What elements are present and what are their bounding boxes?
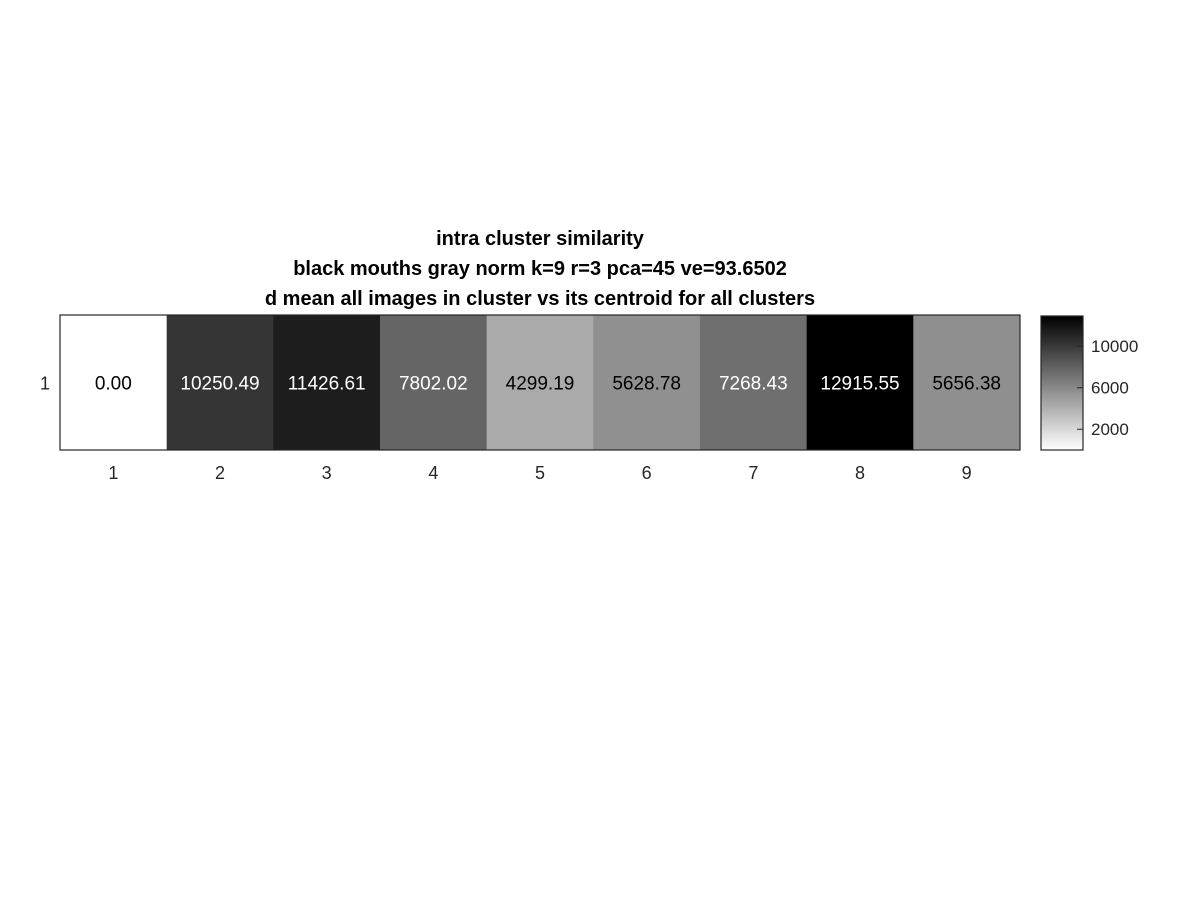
title-line-3: d mean all images in cluster vs its cent…	[265, 288, 815, 310]
x-tick-label: 6	[642, 463, 652, 483]
colorbar: 2000 6000 10000	[1040, 315, 1138, 451]
x-axis: 1 2 3 4 5 6 7 8 9	[108, 463, 971, 483]
heatmap-cell	[700, 315, 808, 450]
colorbar-gradient	[1040, 315, 1084, 451]
cell-value-label: 0.00	[95, 374, 132, 395]
cell-value-label: 5656.38	[932, 374, 1001, 395]
cell-value-label: 12915.55	[820, 374, 899, 395]
x-tick-label: 9	[962, 463, 972, 483]
x-tick-label: 2	[215, 463, 225, 483]
colorbar-tick-label: 6000	[1091, 379, 1129, 398]
cell-value-label: 7268.43	[719, 374, 788, 395]
cell-value-label: 7802.02	[399, 374, 468, 395]
heatmap-cell	[806, 315, 914, 450]
colorbar-tick-label: 2000	[1091, 420, 1129, 439]
cell-value-label: 11426.61	[288, 374, 366, 395]
cell-value-label: 10250.49	[180, 374, 259, 395]
cell-value-label: 5628.78	[612, 374, 681, 395]
title-line-2: black mouths gray norm k=9 r=3 pca=45 ve…	[293, 258, 787, 280]
title-line-1: intra cluster similarity	[436, 228, 645, 250]
cell-value-label: 4299.19	[506, 374, 575, 395]
x-tick-label: 1	[108, 463, 118, 483]
x-tick-label: 3	[322, 463, 332, 483]
x-tick-label: 7	[748, 463, 758, 483]
x-tick-label: 5	[535, 463, 545, 483]
heatmap-cell	[913, 315, 1021, 450]
colorbar-ticks: 2000 6000 10000	[1077, 337, 1138, 439]
y-tick-label: 1	[40, 374, 50, 394]
y-axis: 1	[40, 374, 50, 394]
heatmap-cell	[380, 315, 488, 450]
heatmap-cells: 0.00 10250.49 11426.61 7802.02 4299.19 5628.7…	[60, 315, 1021, 450]
chart-title: intra cluster similarity black mouths gr…	[265, 228, 815, 310]
x-tick-label: 8	[855, 463, 865, 483]
heatmap-frame	[59, 314, 1021, 451]
colorbar-tick-label: 10000	[1091, 337, 1138, 356]
heatmap-cell	[166, 315, 274, 450]
x-tick-label: 4	[428, 463, 438, 483]
heatmap-cell	[273, 315, 381, 450]
heatmap-cell	[593, 315, 701, 450]
heatmap-cell	[486, 315, 594, 450]
heatmap-cell	[60, 315, 168, 450]
